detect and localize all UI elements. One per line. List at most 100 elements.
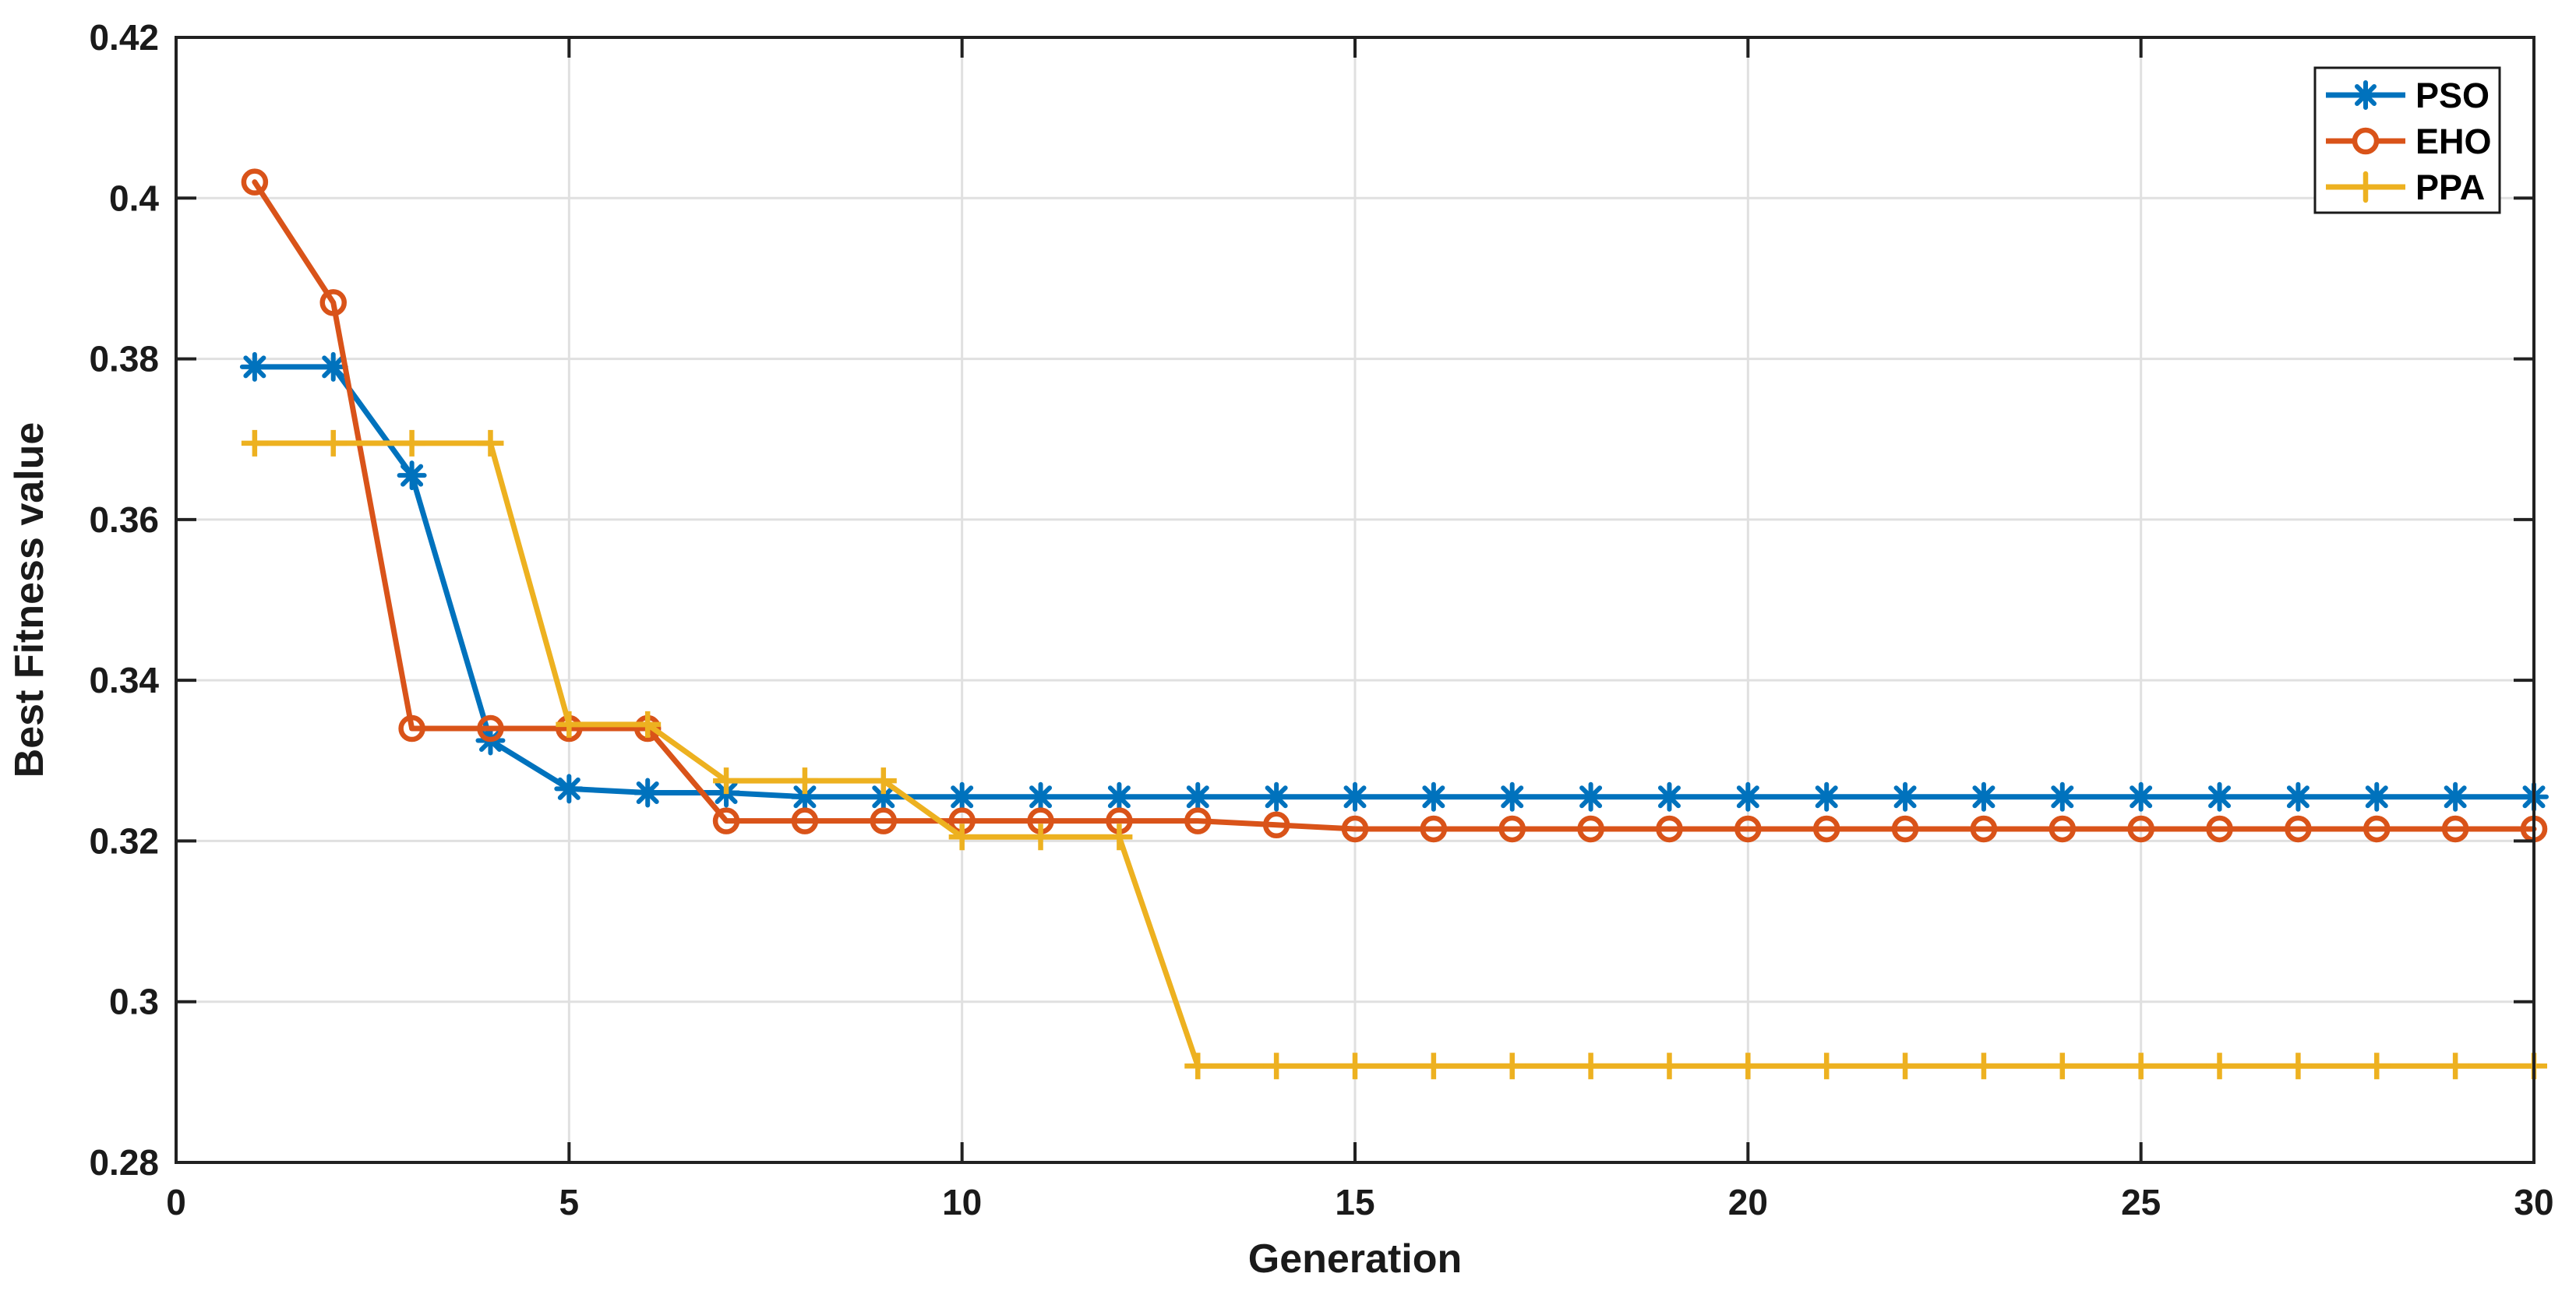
- y-tick-label: 0.4: [109, 178, 159, 218]
- series-pso: [239, 351, 2549, 812]
- asterisk-marker-icon: [2355, 84, 2377, 106]
- grid-lines: [175, 36, 2535, 1164]
- axes-box-and-ticks: [175, 36, 2535, 1164]
- asterisk-marker-icon: [557, 777, 580, 800]
- x-tick-label: 5: [559, 1182, 580, 1222]
- y-axis-title: Best Fitness value: [7, 422, 52, 778]
- y-tick-label: 0.36: [89, 499, 159, 540]
- plus-marker-icon: [713, 767, 740, 795]
- asterisk-marker-icon: [1265, 785, 1288, 809]
- series-line-eho: [252, 179, 2537, 832]
- plus-marker-icon: [1263, 1053, 1290, 1080]
- plus-marker-icon: [2442, 1053, 2469, 1080]
- plus-marker-icon: [1027, 824, 1054, 851]
- tick-labels: 0 5 10 15 20 25 30 0.28 0.3 0.32 0.34 0.36 0.38 0.4 0.…: [89, 17, 2553, 1222]
- plus-marker-icon: [870, 767, 897, 795]
- circle-marker-icon: [870, 807, 898, 834]
- series-ppa: [241, 429, 2547, 1080]
- circle-marker-icon: [791, 807, 819, 834]
- asterisk-marker-icon: [2130, 785, 2153, 809]
- series-line-ppa: [252, 440, 2537, 1069]
- legend-label-ppa: PPA: [2415, 168, 2485, 207]
- circle-marker-icon: [2285, 815, 2312, 843]
- asterisk-marker-icon: [1579, 785, 1603, 809]
- plus-marker-icon: [791, 767, 818, 795]
- plus-marker-icon: [1970, 1053, 1997, 1080]
- circle-marker-icon: [398, 714, 425, 742]
- asterisk-marker-icon: [2208, 785, 2232, 809]
- circle-marker-icon: [1734, 815, 1762, 843]
- plus-marker-icon: [556, 711, 583, 738]
- circle-marker-icon: [1262, 811, 1290, 839]
- x-tick-label: 0: [166, 1182, 186, 1222]
- y-tick-label: 0.32: [89, 820, 159, 861]
- plus-marker-icon: [1106, 824, 1133, 851]
- asterisk-marker-icon: [2365, 785, 2388, 809]
- data-series: [239, 168, 2549, 1080]
- plus-marker-icon: [2349, 171, 2382, 203]
- asterisk-marker-icon: [793, 785, 817, 809]
- circle-marker-icon: [2352, 127, 2380, 155]
- legend-label-pso: PSO: [2415, 76, 2490, 115]
- asterisk-marker-icon: [872, 785, 895, 809]
- circle-marker-icon: [1420, 815, 1448, 843]
- plus-marker-icon: [2363, 1053, 2391, 1080]
- y-tick-label: 0.42: [89, 17, 159, 58]
- legend: PSO EHO PPA: [2313, 66, 2501, 214]
- x-tick-label: 25: [2121, 1182, 2161, 1222]
- circle-marker-icon: [1498, 815, 1526, 843]
- x-tick-label: 10: [942, 1182, 982, 1222]
- asterisk-marker-icon: [1501, 785, 1524, 809]
- circle-marker-icon: [1341, 815, 1369, 843]
- legend-entry-ppa: PPA: [2326, 168, 2485, 207]
- circle-marker-icon: [1656, 815, 1683, 843]
- legend-entry-pso: PSO: [2326, 76, 2490, 115]
- circle-marker-icon: [1812, 815, 1840, 843]
- plus-marker-icon: [2206, 1053, 2233, 1080]
- legend-entry-eho: EHO: [2326, 122, 2492, 161]
- asterisk-marker-icon: [2051, 785, 2074, 809]
- plus-marker-icon: [319, 429, 347, 457]
- circle-marker-icon: [2441, 815, 2469, 843]
- asterisk-marker-icon: [1736, 785, 1759, 809]
- asterisk-marker-icon: [951, 785, 974, 809]
- x-tick-label: 15: [1335, 1182, 1374, 1222]
- plus-marker-icon: [1813, 1053, 1840, 1080]
- circle-marker-icon: [1970, 815, 1998, 843]
- plus-marker-icon: [1577, 1053, 1604, 1080]
- circle-marker-icon: [1891, 815, 1919, 843]
- series-eho: [241, 168, 2548, 843]
- x-axis-title: Generation: [1248, 1236, 1463, 1282]
- y-tick-label: 0.38: [89, 339, 159, 379]
- asterisk-marker-icon: [2444, 785, 2467, 809]
- asterisk-marker-icon: [243, 355, 266, 379]
- y-tick-label: 0.34: [89, 660, 159, 700]
- plus-marker-icon: [634, 711, 662, 738]
- x-tick-label: 20: [1728, 1182, 1768, 1222]
- circle-marker-icon: [2127, 815, 2154, 843]
- asterisk-marker-icon: [1815, 785, 1838, 809]
- asterisk-marker-icon: [1657, 785, 1681, 809]
- x-tick-label: 30: [2514, 1182, 2553, 1222]
- plus-marker-icon: [1420, 1053, 1447, 1080]
- series-line-pso: [252, 364, 2537, 800]
- plus-marker-icon: [2285, 1053, 2312, 1080]
- asterisk-marker-icon: [636, 781, 659, 805]
- asterisk-marker-icon: [1186, 785, 1209, 809]
- legend-label-eho: EHO: [2415, 122, 2492, 161]
- y-tick-label: 0.28: [89, 1142, 159, 1183]
- plus-marker-icon: [477, 429, 504, 457]
- plus-marker-icon: [948, 824, 976, 851]
- plus-marker-icon: [1184, 1053, 1212, 1080]
- circle-marker-icon: [1184, 807, 1212, 834]
- plus-marker-icon: [1892, 1053, 1919, 1080]
- asterisk-marker-icon: [322, 355, 345, 379]
- circle-marker-icon: [2206, 815, 2233, 843]
- asterisk-marker-icon: [401, 464, 424, 487]
- asterisk-marker-icon: [2286, 785, 2310, 809]
- circle-marker-icon: [319, 289, 347, 316]
- asterisk-marker-icon: [1029, 785, 1053, 809]
- plus-marker-icon: [2048, 1053, 2076, 1080]
